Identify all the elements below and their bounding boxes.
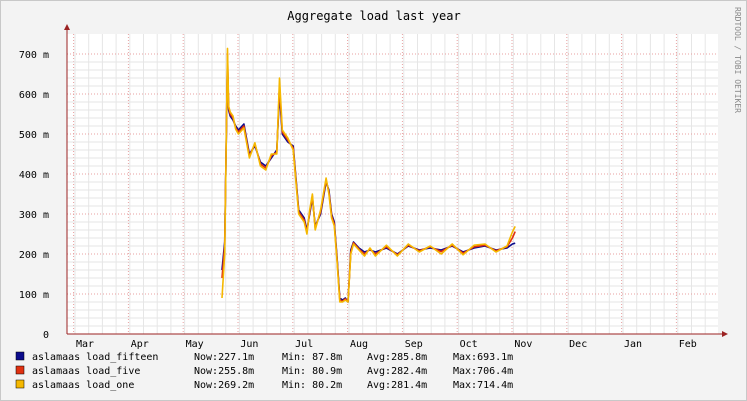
y-tick-label: 200 m bbox=[19, 250, 49, 261]
legend-name: aslamaas load_one bbox=[32, 380, 134, 391]
series-line-2 bbox=[221, 47, 516, 303]
series-layer bbox=[221, 47, 516, 303]
x-tick-label: Feb bbox=[679, 339, 697, 350]
x-tick-label: Dec bbox=[569, 339, 587, 350]
plot-area bbox=[67, 34, 718, 334]
legend-name: aslamaas load_fifteen bbox=[32, 352, 158, 363]
y-tick-label: 300 m bbox=[19, 210, 49, 221]
y-tick-label: 600 m bbox=[19, 90, 49, 101]
x-axis-arrow bbox=[722, 331, 728, 337]
legend-max: Max:693.1m bbox=[453, 352, 513, 363]
legend-max: Max:706.4m bbox=[453, 366, 513, 377]
tick-labels: Mar Apr May Jun Jul Aug Sep Oct Nov Dec Jan Feb 0 100… bbox=[19, 50, 697, 350]
legend-swatch bbox=[15, 379, 25, 389]
x-tick-label: Aug bbox=[350, 339, 368, 350]
y-tick-label: 500 m bbox=[19, 130, 49, 141]
rrdtool-watermark: RRDTOOL / TOBI OETIKER bbox=[733, 7, 742, 113]
legend-max: Max:714.4m bbox=[453, 380, 513, 391]
x-tick-label: Jul bbox=[295, 339, 313, 350]
legend: aslamaas load_fifteen Now:227.1m Min: 87.8… bbox=[15, 351, 513, 391]
axes bbox=[64, 24, 728, 337]
y-axis-arrow bbox=[64, 24, 70, 30]
grid bbox=[67, 34, 718, 335]
legend-now: Now:255.8m bbox=[194, 366, 254, 377]
legend-avg: Avg:282.4m bbox=[367, 366, 427, 377]
legend-swatch bbox=[15, 351, 25, 361]
x-tick-label: Oct bbox=[460, 339, 478, 350]
x-tick-label: Apr bbox=[131, 339, 149, 350]
legend-now: Now:269.2m bbox=[194, 380, 254, 391]
legend-now: Now:227.1m bbox=[194, 352, 254, 363]
chart-title: Aggregate load last year bbox=[287, 9, 460, 23]
y-tick-label: 100 m bbox=[19, 290, 49, 301]
x-tick-label: Mar bbox=[76, 339, 94, 350]
x-tick-label: Jun bbox=[240, 339, 258, 350]
legend-min: Min: 80.2m bbox=[282, 380, 342, 391]
legend-min: Min: 80.9m bbox=[282, 366, 342, 377]
legend-min: Min: 87.8m bbox=[282, 352, 342, 363]
y-tick-label: 400 m bbox=[19, 170, 49, 181]
x-tick-label: Jan bbox=[624, 339, 642, 350]
legend-name: aslamaas load_five bbox=[32, 366, 140, 377]
x-tick-label: May bbox=[186, 339, 204, 350]
y-tick-label: 700 m bbox=[19, 50, 49, 61]
legend-swatch bbox=[15, 365, 25, 375]
legend-avg: Avg:285.8m bbox=[367, 352, 427, 363]
y-tick-label: 0 bbox=[43, 330, 49, 341]
legend-avg: Avg:281.4m bbox=[367, 380, 427, 391]
x-tick-label: Sep bbox=[405, 339, 423, 350]
x-tick-label: Nov bbox=[514, 339, 532, 350]
